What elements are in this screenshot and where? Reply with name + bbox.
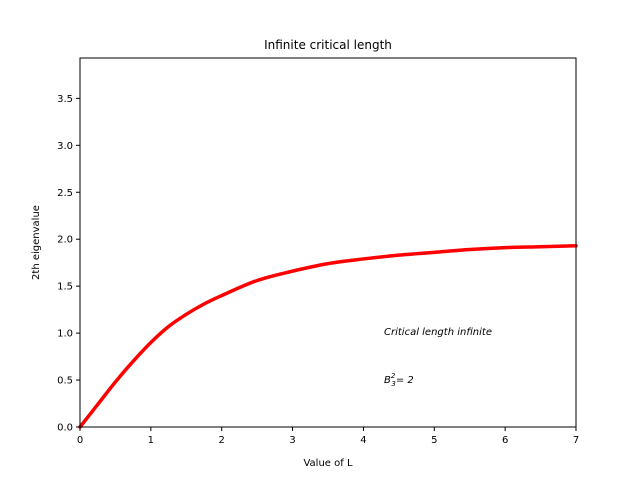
y-tick-label: 0.5 bbox=[57, 376, 73, 387]
plot-frame bbox=[79, 57, 577, 428]
y-tick-label: 3.0 bbox=[57, 141, 73, 152]
x-tick-label: 5 bbox=[431, 435, 437, 446]
annotation-b-value: B2 3= 2 bbox=[384, 372, 414, 388]
x-axis: 0 1 2 3 4 5 6 7 bbox=[77, 427, 579, 446]
y-tick-label: 1.5 bbox=[57, 282, 73, 293]
y-tick-label: 1.0 bbox=[57, 329, 73, 340]
plot-area bbox=[78, 244, 578, 429]
y-axis-label: 2th eigenvalue bbox=[31, 205, 42, 280]
x-tick-label: 1 bbox=[148, 435, 154, 446]
b-symbol: B bbox=[384, 375, 391, 386]
y-tick-label: 2.0 bbox=[57, 235, 73, 246]
b-subscript: 3 bbox=[391, 380, 395, 388]
x-tick-label: 0 bbox=[77, 435, 83, 446]
y-axis: 0.0 0.5 1.0 1.5 2.0 2.5 3.0 3.5 bbox=[57, 94, 80, 434]
x-tick-label: 4 bbox=[360, 435, 366, 446]
y-tick-label: 0.0 bbox=[57, 423, 73, 434]
chart-title: Infinite critical length bbox=[264, 38, 392, 52]
x-tick-label: 2 bbox=[219, 435, 225, 446]
x-tick-label: 6 bbox=[502, 435, 508, 446]
y-tick-label: 2.5 bbox=[57, 188, 73, 199]
x-axis-label: Value of L bbox=[303, 458, 352, 469]
b-value: = 2 bbox=[396, 375, 414, 386]
x-tick-label: 7 bbox=[573, 435, 579, 446]
series-line-0 bbox=[78, 244, 578, 429]
y-tick-label: 3.5 bbox=[57, 94, 73, 105]
b-superscript: 2 bbox=[391, 372, 396, 380]
x-tick-label: 3 bbox=[289, 435, 295, 446]
annotation-critical-length: Critical length infinite bbox=[384, 327, 492, 338]
